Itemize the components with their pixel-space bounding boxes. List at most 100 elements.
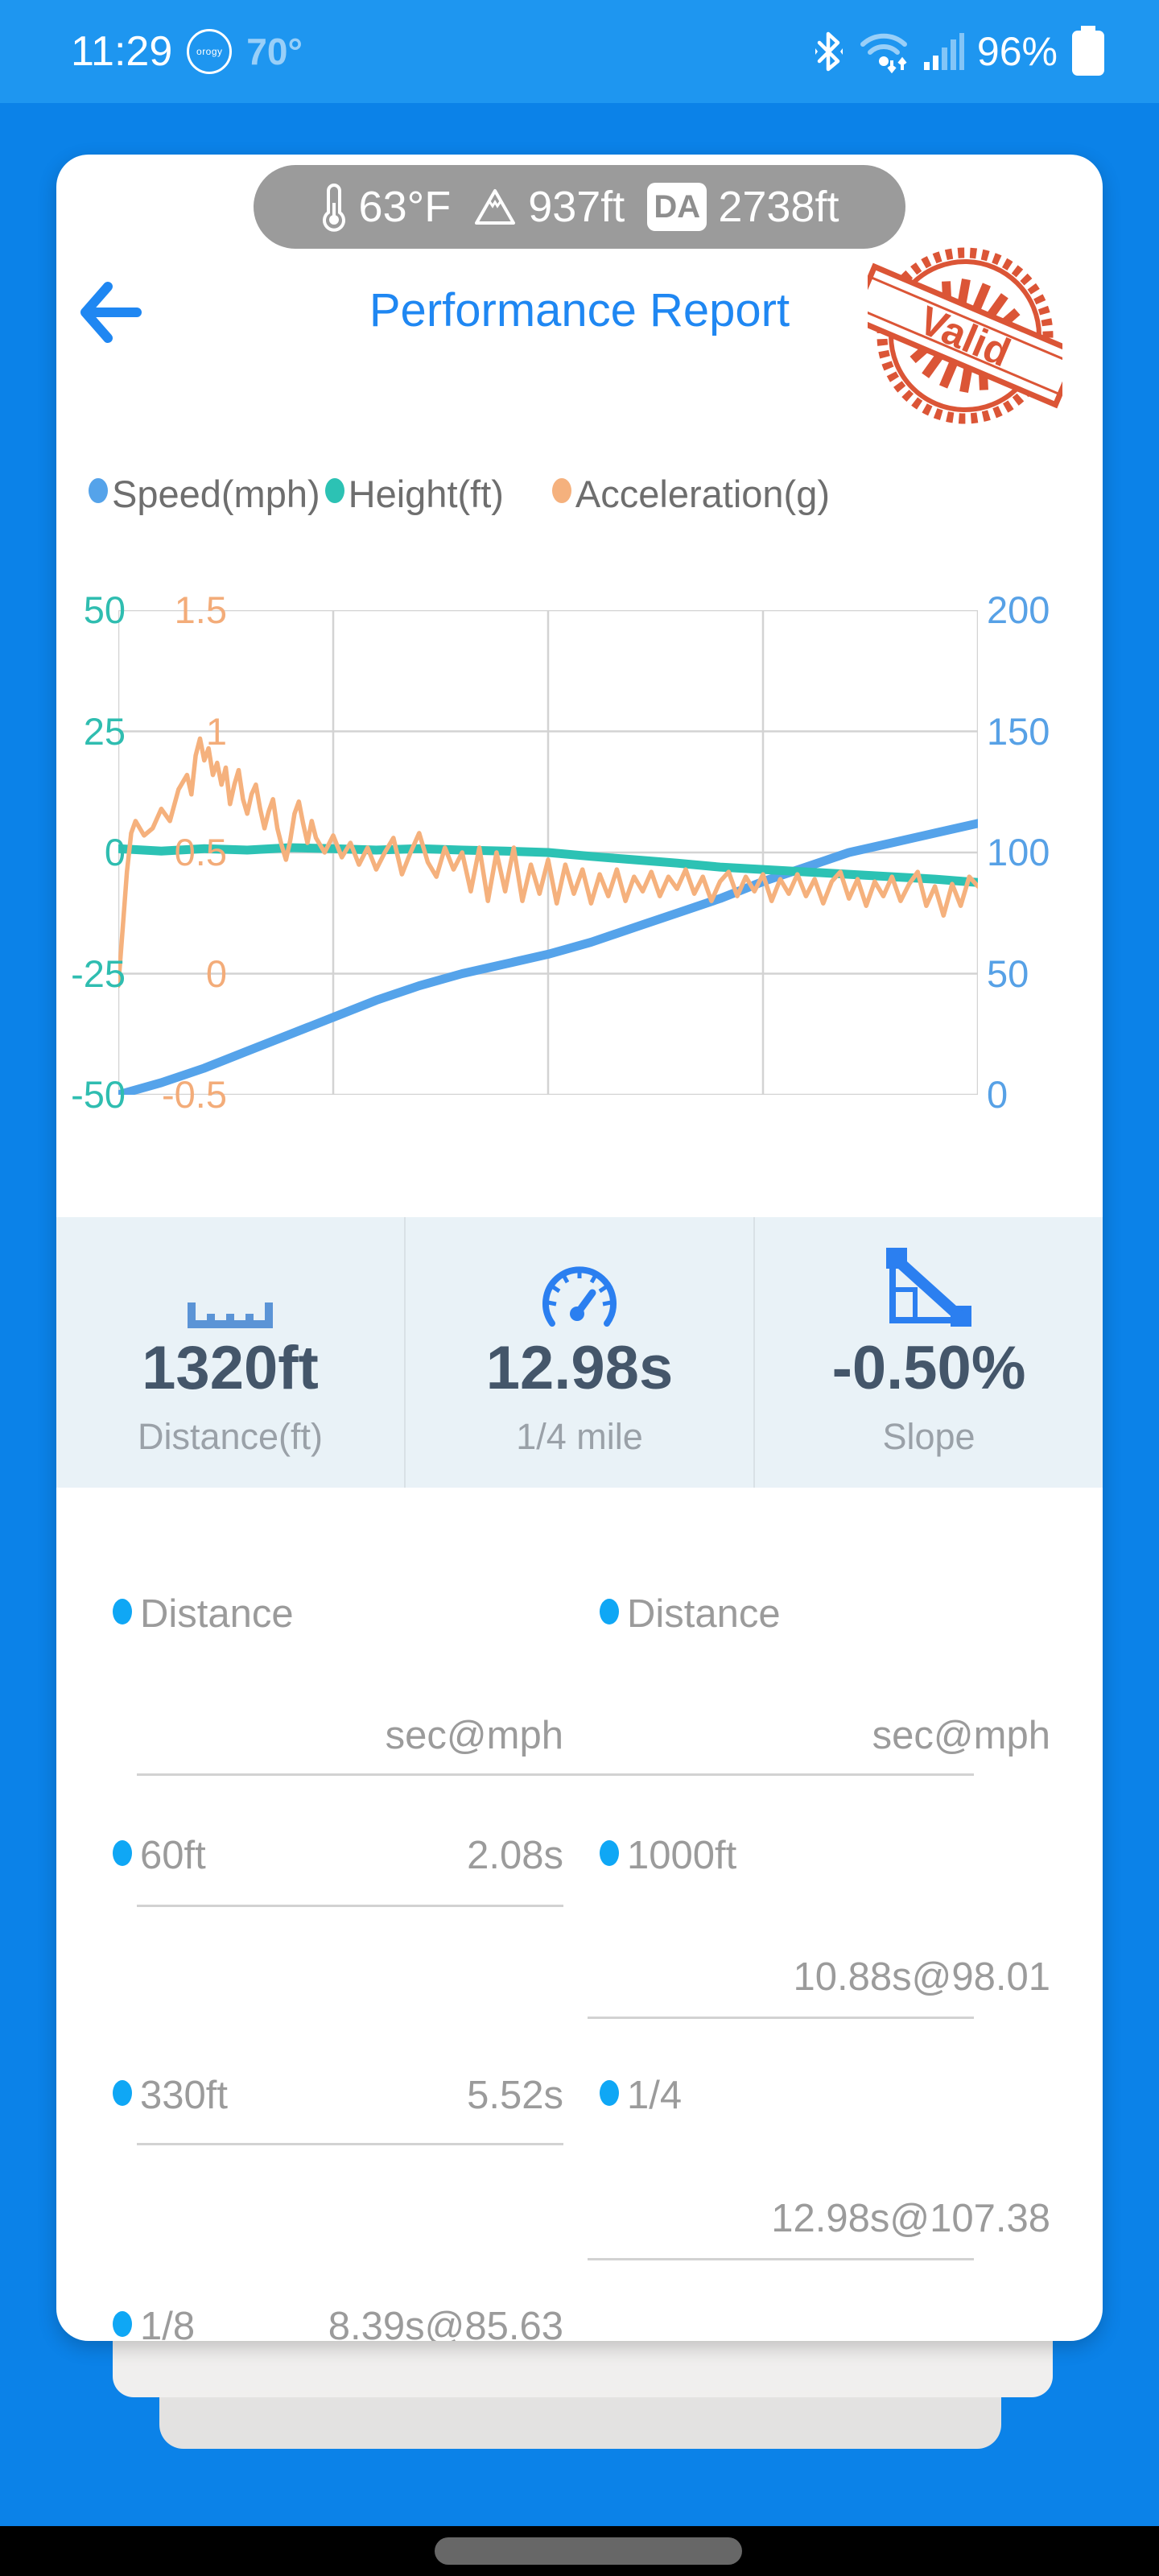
axis-tick-label: -0.5 [162,1073,227,1116]
legend-item-acceleration[interactable]: Acceleration(g) [551,472,831,516]
legend-item-height[interactable]: Height(ft) [324,472,504,516]
summary-stats-row: 1320ft Distance(ft) [56,1217,1103,1488]
status-bar-left: 11:29 orogy 70° [71,0,303,103]
divider [137,1773,974,1776]
series-Speed(mph) [113,819,983,1100]
axis-tick-label: 0 [205,952,227,995]
result-time: 12.98s@107.38 [771,2197,1050,2240]
axis-tick-label: 0.5 [174,831,227,873]
result-row-quarter[interactable]: 1/4 [600,2069,1050,2122]
divider [137,2143,563,2145]
result-time: 5.52s [467,2074,563,2117]
divider [137,1905,563,1907]
axis-tick-label: 50 [987,952,1029,995]
quarter-mile-label: 1/4 mile [516,1416,643,1457]
mountain-icon [475,189,516,225]
bullet-icon [600,1599,619,1624]
report-card: 63°F 937ft DA 2738ft Performance Report [56,155,1103,2341]
bullet-icon [113,2311,132,2337]
divider [588,2017,974,2019]
result-value-quarter: 12.98s@107.38 [600,2192,1050,2245]
signal-strength-icon [923,33,964,70]
status-bar-right: 96% [813,0,1106,103]
ambient-temperature: 70° [246,31,303,72]
result-label: 60ft [140,1834,206,1877]
slope-value: -0.50% [831,1334,1026,1402]
chip-density-altitude: 2738ft [718,183,839,231]
series-Acceleration(g) [116,736,980,989]
left-column-header: Distance [113,1587,563,1641]
result-time: 8.39s@85.63 [328,2305,563,2341]
result-row-60ft[interactable]: 60ft 2.08s [113,1829,563,1882]
column-header-label: Distance [140,1592,294,1636]
quarter-mile-value: 12.98s [485,1334,674,1402]
axis-tick-label: 1.5 [174,588,227,631]
axis-tick-label: 150 [987,709,1050,753]
unit-label: sec@mph [385,1714,563,1757]
valid-stamp: Valid [868,247,1062,424]
back-button[interactable] [76,277,143,348]
speed-legend-dot-icon [89,478,108,503]
wifi-icon [860,33,907,73]
battery-percent: 96% [976,29,1058,74]
result-label: 1000ft [627,1834,737,1877]
result-row-1000ft[interactable]: 1000ft [600,1829,1050,1882]
bullet-icon [113,2080,132,2106]
bullet-icon [600,2080,619,2106]
result-row-330ft[interactable]: 330ft 5.52s [113,2069,563,2122]
home-indicator[interactable] [435,2537,742,2565]
page-title: Performance Report [369,284,790,336]
result-time: 2.08s [467,1834,563,1877]
legend-label: Height(ft) [348,473,504,515]
navigation-bar [0,2526,1159,2576]
bullet-icon [600,1840,619,1866]
weather-chip: 63°F 937ft DA 2738ft [254,165,905,249]
bullet-icon [113,1599,132,1624]
bullet-icon [113,1840,132,1866]
bluetooth-icon [815,31,843,72]
clock: 11:29 [71,28,173,75]
axis-tick-label: 50 [83,588,126,631]
ruler-icon [188,1245,273,1328]
slope-icon [885,1245,973,1328]
notification-app-icon: orogy [187,29,233,74]
density-altitude-badge: DA [647,183,707,231]
gauge-icon [541,1245,618,1328]
stat-distance[interactable]: 1320ft Distance(ft) [56,1217,404,1488]
legend-label: Acceleration(g) [575,473,831,515]
chart-legend: Speed(mph) Height(ft) Acceleration(g) [89,472,830,516]
right-unit-row: sec@mph [600,1709,1050,1762]
result-label: 1/4 [627,2074,683,2117]
thermometer-icon [322,183,345,232]
result-label: 330ft [140,2074,228,2117]
status-bar: 11:29 orogy 70° 96% [0,0,1159,103]
acceleration-legend-dot-icon [551,478,571,503]
stat-quarter-mile[interactable]: 12.98s 1/4 mile [404,1217,753,1488]
axis-tick-label: 1 [205,709,227,753]
left-unit-row: sec@mph [113,1709,563,1762]
performance-chart[interactable] [113,609,983,1100]
slope-label: Slope [882,1416,975,1457]
legend-item-speed[interactable]: Speed(mph) [89,472,320,516]
axis-tick-label: -50 [71,1073,126,1116]
result-time: 10.88s@98.01 [793,1955,1050,1999]
distance-value: 1320ft [142,1334,319,1402]
axis-tick-label: 0 [104,831,126,873]
result-row-eighth[interactable]: 1/8 8.39s@85.63 [113,2300,563,2341]
axis-tick-label: 200 [987,588,1050,631]
chart-plot-area [113,609,983,1100]
right-column-header: Distance [600,1587,1050,1641]
axis-tick-label: 25 [83,709,126,753]
result-label: 1/8 [140,2305,196,2341]
battery-icon [1072,26,1104,76]
divider [588,2258,974,2260]
height-legend-dot-icon [324,478,344,503]
axis-tick-label: 100 [987,831,1050,873]
chip-temperature: 63°F [358,183,452,231]
axis-tick-label: 0 [987,1073,1008,1116]
chip-elevation: 937ft [528,183,625,231]
stat-slope[interactable]: -0.50% Slope [753,1217,1103,1488]
series-Height(ft) [113,843,983,887]
result-value-1000ft: 10.88s@98.01 [600,1951,1050,2004]
